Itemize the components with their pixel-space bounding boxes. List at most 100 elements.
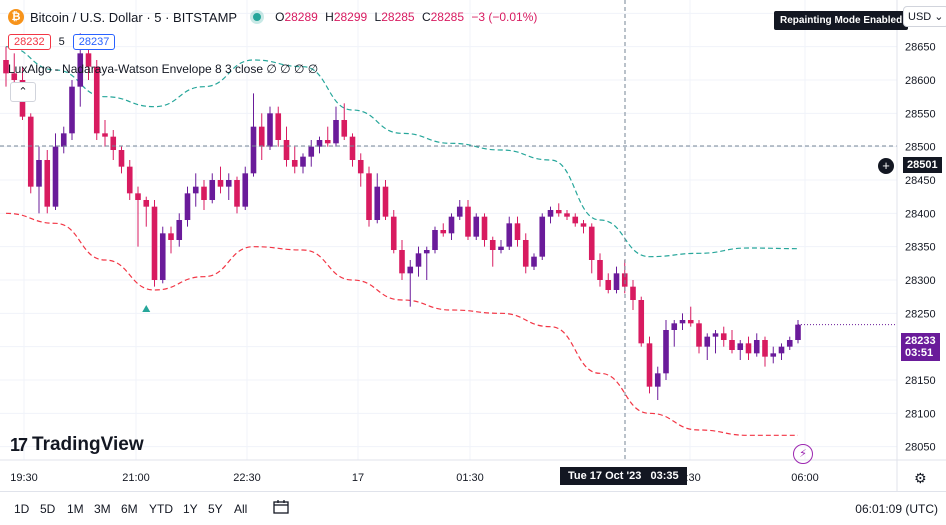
- candle-body: [201, 186, 207, 200]
- candle-body: [770, 353, 777, 357]
- candle-body: [588, 226, 595, 260]
- range-1y[interactable]: 1Y: [183, 502, 198, 516]
- lightning-icon[interactable]: ⚡: [793, 444, 813, 464]
- candle-body: [407, 266, 414, 274]
- trade-buttons: 28232 5 28237: [8, 34, 116, 50]
- candle-body: [795, 324, 801, 340]
- candle-body: [432, 230, 438, 250]
- bottom-toolbar: 1D 5D 1M 3M 6M YTD 1Y 5Y All 06:01:09 (U…: [0, 491, 946, 525]
- range-ytd[interactable]: YTD: [149, 502, 173, 516]
- ohlc-values: O28289 H28299 L28285 C28285 −3 (−0.01%): [275, 10, 538, 24]
- price-tick-label: 28350: [905, 242, 936, 254]
- candle-body: [382, 186, 389, 217]
- candle-body: [275, 113, 282, 140]
- candle-body: [27, 116, 34, 187]
- candle-body: [399, 250, 405, 274]
- indicator-legend[interactable]: LuxAlgo - Nadaraya-Watson Envelope 8 3 c…: [8, 62, 318, 76]
- crosshair-price-label: 28501: [903, 157, 942, 173]
- candle-body: [291, 160, 298, 167]
- sell-button[interactable]: 28232: [8, 34, 51, 50]
- candle-body: [605, 280, 612, 290]
- currency-selector[interactable]: USD ⌄: [903, 6, 946, 27]
- candle-body: [712, 333, 719, 337]
- range-1d[interactable]: 1D: [14, 502, 30, 516]
- candle-body: [663, 330, 669, 374]
- candle-body: [110, 136, 117, 150]
- candle-body: [456, 206, 463, 217]
- quantity-field[interactable]: 5: [58, 36, 65, 48]
- utc-clock[interactable]: 06:01:09 (UTC): [855, 502, 938, 516]
- candle-body: [613, 273, 620, 290]
- price-tick-label: 28250: [905, 308, 936, 320]
- candle-body: [696, 323, 702, 347]
- price-tick-label: 28400: [905, 208, 936, 220]
- candle-body: [85, 53, 92, 67]
- time-tick-label: 21:00: [122, 472, 150, 484]
- candle-body: [522, 240, 529, 267]
- candle-body: [729, 340, 735, 350]
- candle-body: [481, 216, 488, 240]
- price-axis: 2805028100281502820028250283002835028400…: [896, 0, 946, 491]
- range-1m[interactable]: 1M: [67, 502, 84, 516]
- candle-body: [638, 300, 645, 344]
- repainting-badge: Repainting Mode Enabled: [774, 11, 909, 30]
- price-tick-label: 28650: [905, 42, 936, 54]
- candle-body: [159, 233, 166, 280]
- range-5y[interactable]: 5Y: [208, 502, 223, 516]
- symbol-title[interactable]: Bitcoin / U.S. Dollar · 5 · BITSTAMP: [30, 9, 238, 25]
- candle-body: [11, 73, 18, 80]
- candle-body: [465, 206, 471, 237]
- buy-button[interactable]: 28237: [72, 34, 116, 50]
- candle-body: [597, 260, 603, 280]
- candle-body: [753, 340, 760, 354]
- candle-body: [423, 250, 430, 254]
- add-alert-plus-icon[interactable]: +: [878, 158, 894, 174]
- candle-body: [572, 216, 579, 224]
- price-tick-label: 28150: [905, 375, 936, 387]
- candle-body: [135, 193, 141, 200]
- candle-body: [60, 133, 67, 147]
- candle-body: [390, 216, 397, 250]
- price-tick-label: 28600: [905, 75, 936, 87]
- candle-body: [283, 140, 290, 160]
- time-tick-label: 19:30: [10, 472, 38, 484]
- candles: [3, 33, 801, 400]
- candle-body: [324, 140, 331, 144]
- candle-body: [36, 160, 42, 187]
- calendar-icon[interactable]: [273, 500, 289, 514]
- candle-body: [357, 160, 364, 174]
- lower-envelope-line: [5, 212, 798, 436]
- candle-body: [473, 216, 480, 237]
- candle-body: [531, 256, 537, 267]
- candle-body: [366, 173, 372, 220]
- range-6m[interactable]: 6M: [121, 502, 138, 516]
- range-5d[interactable]: 5D: [40, 502, 56, 516]
- candle-body: [374, 186, 381, 220]
- range-all[interactable]: All: [234, 502, 248, 516]
- collapse-legend-button[interactable]: ⌃: [10, 82, 36, 102]
- settings-gear-icon[interactable]: ⚙: [914, 470, 927, 486]
- buy-signal-marker: [142, 305, 151, 312]
- candle-body: [580, 223, 587, 227]
- candle-body: [3, 60, 9, 74]
- candle-body: [547, 210, 554, 217]
- candle-body: [762, 340, 768, 357]
- candle-body: [52, 146, 59, 207]
- indicator-values: ∅ ∅ ∅ ∅: [266, 62, 319, 76]
- time-tick-label: 01:30: [456, 472, 484, 484]
- envelope-bands: [5, 46, 799, 436]
- range-3m[interactable]: 3M: [94, 502, 111, 516]
- candle-body: [267, 113, 273, 147]
- bar-countdown: 03:51: [905, 347, 934, 359]
- candle-body: [258, 126, 265, 147]
- candle-body: [308, 146, 315, 157]
- price-axis-bg: [897, 0, 946, 491]
- candle-body: [539, 216, 546, 257]
- signal-markers: [142, 305, 151, 312]
- candle-body: [646, 343, 653, 387]
- market-status-dot: [253, 13, 262, 21]
- price-tick-label: 28050: [905, 442, 936, 454]
- candle-body: [555, 210, 562, 214]
- price-tick-label: 28300: [905, 275, 936, 287]
